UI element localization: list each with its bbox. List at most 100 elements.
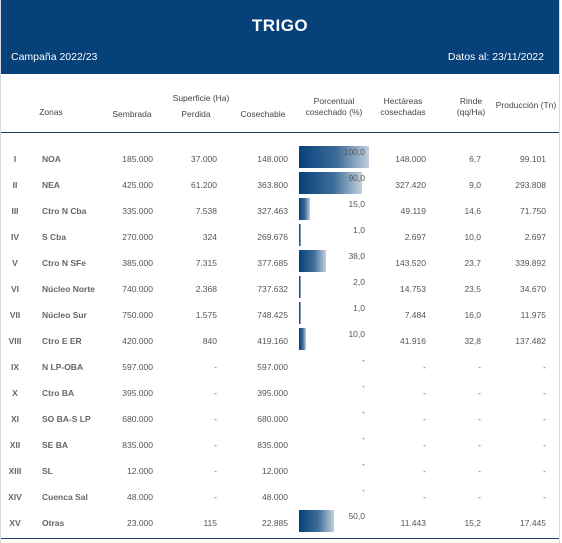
perdida-cell: 61.200: [191, 180, 217, 190]
rinde-cell: 23,5: [464, 284, 481, 294]
harvest-percent: 1,0: [353, 225, 365, 235]
zone-name: Ctro BA: [42, 388, 75, 398]
harvest-progress-bar: [299, 250, 326, 272]
harvest-progress-bar: [299, 146, 369, 168]
rinde-cell: 32,8: [464, 336, 481, 346]
perdida-cell: 2.368: [195, 284, 217, 294]
zone-name: Cuenca Sal: [42, 492, 88, 502]
table-row: XII SE BA 835.000 - 835.000 - - - -: [1, 432, 559, 458]
table-row: XI SO BA-S LP 680.000 - 680.000 - - - -: [1, 406, 559, 432]
cosechable-cell: 12.000: [262, 466, 288, 476]
zone-name: SL: [42, 466, 53, 476]
sembrada-cell: 740.000: [122, 284, 153, 294]
cosechable-cell: 377.685: [257, 258, 288, 268]
perdida-cell: 115: [203, 518, 217, 528]
sembrada-cell: 680.000: [122, 414, 153, 424]
hectareas-cell: 49.119: [400, 206, 426, 216]
rinde-cell: -: [478, 388, 481, 398]
sembrada-cell: 185.000: [122, 154, 153, 164]
perdida-cell: -: [214, 388, 217, 398]
produccion-cell: 339.892: [515, 258, 546, 268]
harvest-progress-bar: [299, 276, 301, 298]
header-sembrada: Sembrada: [112, 109, 152, 119]
zone-name: NEA: [42, 180, 60, 190]
sembrada-cell: 750.000: [122, 310, 153, 320]
header-cosechable: Cosechable: [240, 109, 286, 119]
produccion-cell: -: [543, 414, 546, 424]
harvest-percent: 15,0: [348, 199, 365, 209]
rinde-cell: -: [478, 362, 481, 372]
sembrada-cell: 385.000: [122, 258, 153, 268]
header-zonas: Zonas: [39, 107, 63, 117]
zone-number: VII: [9, 310, 21, 320]
rinde-cell: -: [478, 414, 481, 424]
rinde-cell: 16,0: [464, 310, 481, 320]
cosechable-cell: 269.676: [257, 232, 288, 242]
table-row: IV S Cba 270.000 324 269.676 2.697 10,0 2.697 1,…: [1, 224, 559, 250]
table-row: XIII SL 12.000 - 12.000 - - - -: [1, 458, 559, 484]
table-row: IX N LP-OBA 597.000 - 597.000 - - - -: [1, 354, 559, 380]
header-porcentual: Porcentual cosechado (%): [299, 96, 369, 118]
zone-number: XI: [10, 414, 20, 424]
hectareas-cell: 2.697: [404, 232, 426, 242]
hectareas-cell: -: [423, 362, 426, 372]
hectareas-cell: -: [423, 388, 426, 398]
header-superficie: Superficie (Ha): [172, 93, 230, 103]
perdida-cell: -: [214, 414, 217, 424]
zone-name: S Cba: [42, 232, 67, 242]
campaign-label: Campaña 2022/23: [11, 51, 98, 63]
zone-name: SO BA-S LP: [42, 414, 91, 424]
zone-number: XV: [9, 518, 21, 528]
zone-name: N LP-OBA: [42, 362, 84, 372]
hectareas-cell: 148.000: [395, 154, 426, 164]
hectareas-cell: 14.753: [400, 284, 426, 294]
table-row: II NEA 425.000 61.200 363.800 327.420 9,0 293.8…: [1, 172, 559, 198]
header-rinde-line1: Rinde: [459, 96, 483, 106]
header-hectareas-line2: cosechadas: [380, 107, 426, 117]
header-porcentual-line2: cosechado (%): [305, 107, 363, 117]
rinde-cell: -: [478, 440, 481, 450]
produccion-cell: -: [543, 466, 546, 476]
cosechable-cell: 48.000: [262, 492, 288, 502]
sembrada-cell: 23.000: [127, 518, 153, 528]
produccion-cell: 137.482: [515, 336, 546, 346]
header-hectareas-line1: Hectáreas: [383, 96, 423, 106]
sembrada-cell: 270.000: [122, 232, 153, 242]
table-row: VIII Ctro E ER 420.000 840 419.160 41.916 32,8…: [1, 328, 559, 354]
zone-number: VI: [10, 284, 20, 294]
produccion-cell: 17.445: [520, 518, 546, 528]
footer-divider: [1, 538, 559, 539]
perdida-cell: -: [214, 440, 217, 450]
perdida-cell: -: [214, 362, 217, 372]
perdida-cell: -: [214, 466, 217, 476]
rinde-cell: 14,6: [464, 206, 481, 216]
harvest-percent: -: [362, 355, 365, 365]
harvest-progress-bar: [299, 510, 334, 532]
sembrada-cell: 425.000: [122, 180, 153, 190]
zone-number: III: [11, 206, 19, 216]
rinde-cell: -: [478, 492, 481, 502]
harvest-progress-bar: [299, 302, 301, 324]
table-row: XV Otras 23.000 115 22.885 11.443 15,2 17.445 50…: [1, 510, 559, 536]
cosechable-cell: 327.463: [257, 206, 288, 216]
produccion-cell: -: [543, 362, 546, 372]
produccion-cell: 2.697: [524, 232, 546, 242]
cosechable-cell: 419.160: [257, 336, 288, 346]
table-row: VI Núcleo Norte 740.000 2.368 737.632 14.753 2…: [1, 276, 559, 302]
perdida-cell: 7.538: [195, 206, 217, 216]
zone-number: II: [12, 180, 18, 190]
perdida-cell: 37.000: [191, 154, 217, 164]
zone-number: IV: [10, 232, 20, 242]
perdida-cell: 1.575: [195, 310, 217, 320]
cosechable-cell: 22.885: [262, 518, 288, 528]
cosechable-cell: 737.632: [257, 284, 288, 294]
header-produccion: Producción (Tn): [495, 100, 557, 110]
zone-number: XIV: [8, 492, 22, 502]
hectareas-cell: 11.443: [400, 518, 426, 528]
zone-number: VIII: [8, 336, 22, 346]
zone-number: X: [12, 388, 18, 398]
header-divider: [1, 132, 559, 133]
perdida-cell: 840: [202, 336, 217, 346]
header-perdida: Perdida: [181, 109, 211, 119]
harvest-percent: -: [362, 381, 365, 391]
